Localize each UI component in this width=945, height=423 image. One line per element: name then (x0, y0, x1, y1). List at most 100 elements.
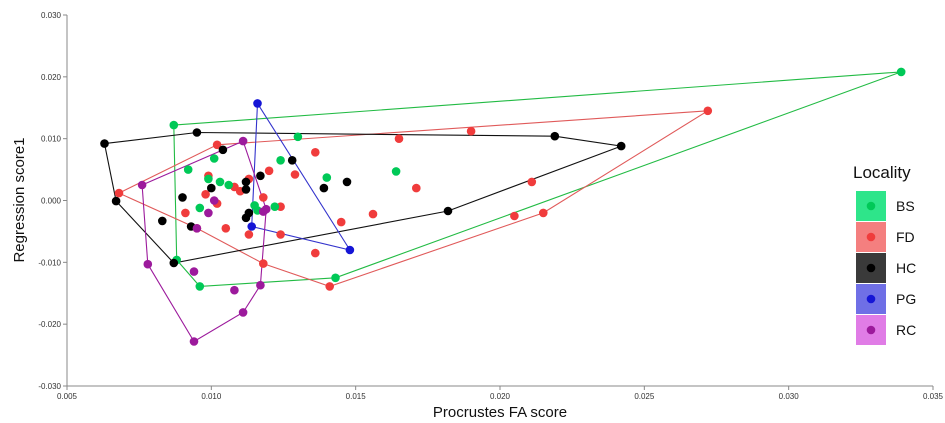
axes (66, 15, 933, 387)
point-bs (322, 173, 332, 182)
point-fd (259, 193, 268, 202)
legend-label: PG (896, 291, 916, 307)
point-rc (204, 208, 213, 218)
point-hc (550, 131, 560, 141)
point-fd (201, 190, 210, 199)
x-axis-title: Procrustes FA score (433, 404, 567, 421)
legend-label: HC (896, 260, 916, 276)
x-tick-label: 0.035 (923, 392, 944, 401)
point-bs (391, 167, 401, 176)
y-tick-label: 0.010 (41, 135, 62, 144)
legend-label: BS (896, 198, 915, 214)
point-rc (192, 224, 202, 233)
point-fd (466, 126, 476, 136)
point-hc (158, 216, 167, 226)
point-hc (287, 156, 297, 165)
point-hc (616, 141, 626, 151)
point-bs (195, 203, 205, 213)
data-points (100, 67, 906, 346)
point-bs (215, 177, 225, 187)
y-tick-label: 0.000 (41, 197, 62, 206)
point-rc (189, 337, 199, 346)
point-pg (253, 99, 262, 108)
x-tick-label: 0.025 (634, 392, 655, 401)
point-bs (169, 120, 179, 130)
point-bs (209, 154, 219, 163)
x-tick-label: 0.030 (779, 392, 800, 401)
point-fd (527, 177, 537, 187)
point-rc (230, 285, 239, 295)
point-bs (293, 132, 303, 142)
point-rc (259, 207, 268, 216)
point-hc (241, 185, 251, 194)
point-hc (207, 183, 216, 193)
legend-marker (866, 263, 876, 273)
legend-item-fd: FD (856, 222, 915, 252)
point-fd (276, 230, 285, 239)
point-bs (204, 174, 213, 184)
convex-hulls (103, 71, 902, 343)
point-rc (189, 267, 199, 276)
y-tick-label: 0.020 (41, 73, 62, 82)
y-tick-label: 0.030 (41, 11, 62, 20)
point-fd (212, 140, 222, 150)
x-tick-label: 0.010 (201, 392, 222, 401)
x-tick-label: 0.005 (57, 392, 78, 401)
point-hc (218, 145, 228, 155)
point-hc (443, 206, 453, 216)
legend: Locality BS FD HC PG RC (853, 163, 916, 345)
legend-label: RC (896, 322, 916, 338)
point-rc (137, 180, 147, 190)
legend-marker (866, 232, 876, 242)
point-pg (345, 245, 355, 255)
point-bs (270, 202, 280, 211)
y-tick-label: -0.010 (38, 258, 61, 267)
hull-bs (173, 71, 902, 287)
point-fd (394, 134, 404, 143)
legend-label: FD (896, 229, 915, 245)
legend-item-bs: BS (856, 191, 915, 221)
point-hc (342, 177, 352, 187)
point-fd (311, 148, 320, 157)
point-rc (256, 280, 265, 290)
point-fd (510, 211, 519, 221)
point-fd (703, 106, 713, 116)
x-tick-labels: 0.005 0.010 0.015 0.020 0.025 0.030 0.035 (57, 386, 944, 401)
hull-fd (118, 110, 709, 287)
point-fd (539, 208, 548, 218)
point-hc (241, 177, 251, 187)
point-hc (111, 196, 121, 206)
x-tick-label: 0.020 (490, 392, 511, 401)
point-fd (244, 230, 254, 239)
point-rc (209, 196, 219, 205)
point-fd (259, 259, 268, 268)
point-fd (412, 183, 421, 193)
point-hc (178, 193, 187, 202)
y-axis-title: Regression score1 (11, 137, 28, 262)
legend-item-hc: HC (856, 253, 916, 283)
point-fd (368, 209, 378, 219)
legend-marker (866, 201, 876, 211)
point-fd (325, 282, 335, 291)
point-bs (183, 165, 193, 174)
point-fd (290, 170, 300, 179)
point-fd (181, 208, 190, 218)
legend-item-pg: PG (856, 284, 916, 314)
y-tick-label: -0.030 (38, 382, 61, 391)
point-bs (896, 67, 906, 77)
legend-marker (866, 294, 876, 304)
point-hc (256, 171, 265, 181)
legend-items: BS FD HC PG RC (856, 191, 916, 345)
point-fd (311, 248, 320, 258)
point-bs (195, 282, 205, 291)
point-fd (264, 166, 274, 176)
point-fd (221, 224, 231, 233)
point-hc (192, 128, 202, 137)
point-bs (331, 273, 340, 283)
x-tick-label: 0.015 (346, 392, 367, 401)
point-rc (143, 259, 153, 269)
point-bs (224, 180, 233, 190)
point-hc (169, 258, 179, 268)
hull-pg (251, 103, 352, 251)
